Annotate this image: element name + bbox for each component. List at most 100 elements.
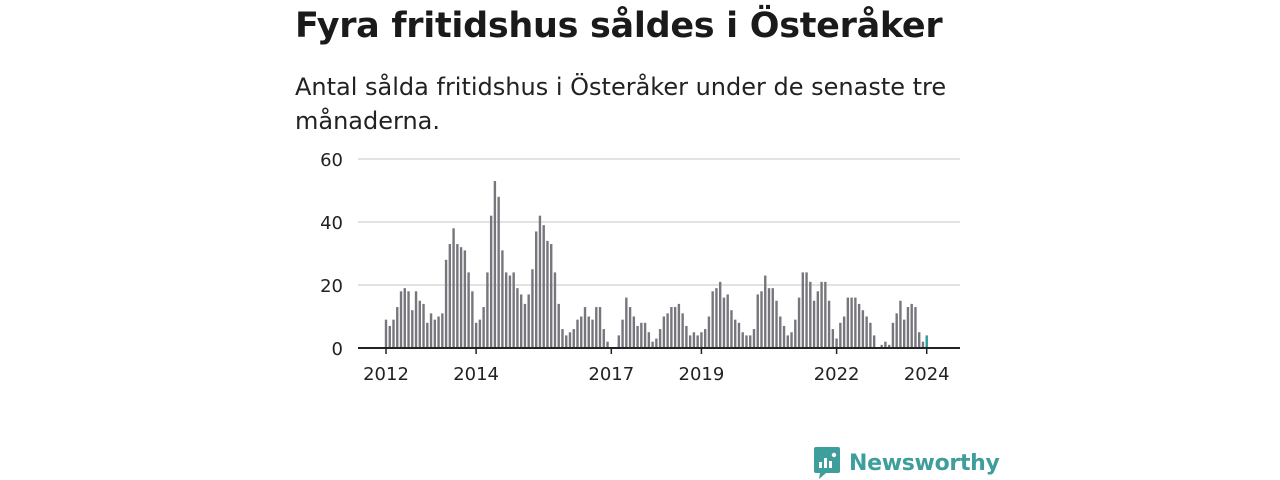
bar [448, 244, 452, 348]
bar [617, 335, 621, 348]
bar [835, 338, 838, 348]
bar [921, 341, 925, 348]
bar [749, 335, 752, 348]
bar [910, 303, 913, 348]
bar [580, 316, 583, 348]
bar [703, 329, 707, 348]
bar-chart: 0 20 40 60 2012 2014 2017 2019 2022 2024 4 [320, 0, 960, 385]
bar [666, 313, 669, 348]
bar [512, 272, 515, 348]
bar [824, 281, 827, 348]
bar [497, 196, 500, 348]
bar [403, 288, 406, 348]
bar [884, 341, 887, 348]
bar [726, 294, 729, 348]
bar [565, 335, 568, 348]
bar [651, 341, 654, 348]
bar [707, 316, 711, 348]
brand-name: Newsworthy [849, 450, 1000, 476]
bar [396, 307, 399, 348]
bar [899, 300, 902, 348]
bar [790, 332, 793, 348]
bar [621, 319, 624, 348]
bar [504, 272, 508, 348]
bar [568, 332, 572, 348]
bar [625, 297, 628, 348]
bar [794, 319, 797, 348]
bar [869, 322, 872, 348]
bar [542, 225, 545, 348]
bar [831, 329, 835, 348]
bar [914, 307, 917, 348]
bar [797, 297, 801, 348]
x-tick-label: 2024 [904, 364, 950, 385]
bar [429, 313, 433, 348]
x-axis: 2012 2014 2017 2019 2022 2024 [358, 347, 960, 385]
y-axis-labels: 0 20 40 60 [320, 150, 343, 360]
bar [827, 300, 831, 348]
bar [546, 240, 549, 348]
bar [711, 291, 714, 348]
bar [722, 297, 726, 348]
bar [918, 332, 921, 348]
bar [640, 322, 643, 348]
bar [467, 272, 470, 348]
bar [696, 335, 699, 348]
bar [418, 300, 421, 348]
bar [392, 319, 395, 348]
bar [809, 281, 812, 348]
chart-subtitle: Antal sålda fritidshus i Österåker under… [295, 73, 947, 135]
bar [786, 335, 789, 348]
bar [779, 316, 782, 348]
bar [850, 297, 853, 348]
data-label: 4 [933, 0, 944, 5]
bar [441, 313, 444, 348]
bar [516, 288, 519, 348]
x-tick-label: 2019 [679, 364, 725, 385]
bar [587, 316, 590, 348]
bar [887, 344, 891, 348]
bar [595, 307, 598, 348]
bar [478, 319, 482, 348]
bar [531, 269, 534, 348]
bar [535, 231, 538, 348]
x-tick-label: 2012 [363, 364, 409, 385]
bar [572, 329, 575, 348]
bar [501, 250, 504, 348]
bar [685, 325, 688, 348]
bar [718, 281, 722, 348]
bar [456, 244, 459, 348]
bar [767, 288, 771, 348]
bar [846, 297, 850, 348]
bar [756, 294, 759, 348]
bar [647, 332, 651, 348]
bar [437, 316, 440, 348]
bar [801, 272, 805, 348]
bar-highlight [925, 335, 928, 348]
bar [433, 319, 437, 348]
bar [745, 335, 748, 348]
bar [527, 294, 530, 348]
bar [591, 319, 594, 348]
bar [482, 307, 485, 348]
bar [872, 335, 876, 348]
bar [452, 228, 455, 348]
bar [816, 291, 820, 348]
bar [388, 325, 391, 348]
bar [771, 288, 774, 348]
bar [752, 329, 756, 348]
bar [865, 316, 868, 348]
bar [655, 338, 658, 348]
bar [760, 291, 763, 348]
bar [670, 307, 673, 348]
bar [411, 310, 414, 348]
bar [459, 247, 463, 348]
data-labels: 4 [933, 0, 944, 5]
bar [384, 319, 388, 348]
bar [493, 181, 497, 348]
bar [891, 322, 895, 348]
bar [583, 307, 587, 348]
bar [407, 291, 410, 348]
bar [902, 319, 906, 348]
bar [489, 215, 493, 348]
